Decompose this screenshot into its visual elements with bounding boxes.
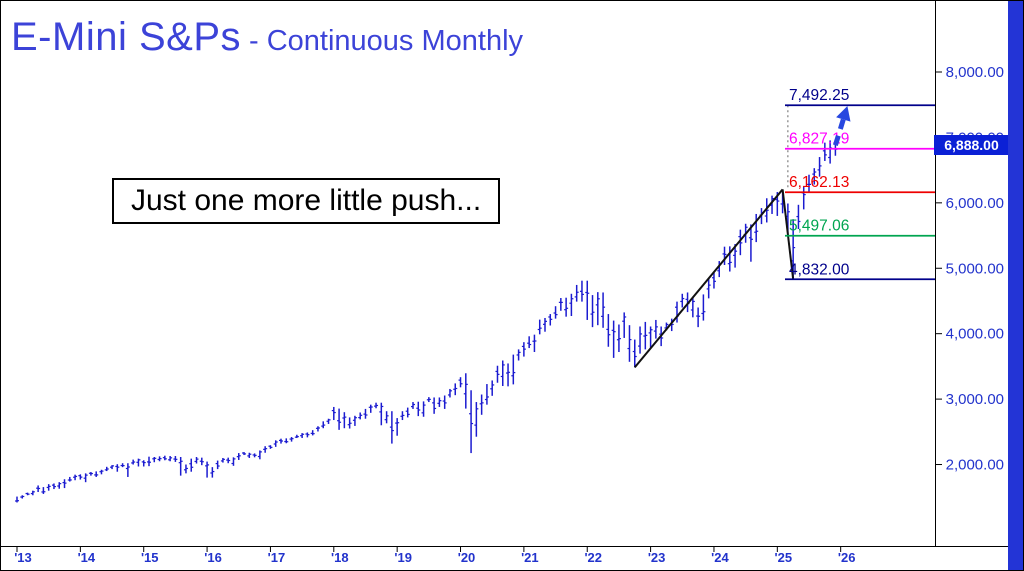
year-axis-label: '14 [78,550,96,565]
price-axis-label: 4,000.00 [946,326,1004,343]
year-axis-label: '21 [521,550,539,565]
level-label: 6,162.13 [789,174,849,191]
year-axis-label: '13 [14,550,32,565]
level-label: 4,832.00 [789,261,850,278]
level-label: 7,492.25 [789,87,849,104]
price-axis-label: 3,000.00 [946,391,1004,408]
axes [1,1,1009,547]
arrow-shaft [833,118,846,147]
trend-line [781,189,795,280]
year-axis-label: '18 [331,550,349,565]
instrument-name: E-Mini S&Ps [11,15,241,59]
time-scale: '13 '14 '15 '16 '17 '18 '19 '20 '21 '22 '23 '24 '25 '… [14,546,855,565]
level-label: 5,497.06 [789,218,849,235]
annotation-callout: Just one more little push... [112,178,501,224]
level-lines: 7,492.25 6,827.19 6,162.13 5,497.06 4,832.00 [785,87,935,281]
rally-arrow [833,106,851,147]
trend-lines [633,188,795,369]
year-axis-label: '15 [141,550,159,565]
year-axis-label: '16 [204,550,222,565]
price-scale-strip[interactable] [1008,1,1023,570]
year-axis-label: '25 [775,550,793,565]
year-axis-label: '17 [268,550,286,565]
chart-title: E-Mini S&Ps - Continuous Monthly [11,15,523,60]
price-axis-label: 8,000.00 [946,64,1004,81]
chart-timeframe: - Continuous Monthly [249,25,524,57]
price-axis-label: 6,000.00 [946,195,1004,212]
price-axis-label: 5,000.00 [946,260,1004,277]
year-axis-label: '22 [584,550,602,565]
year-axis-label: '26 [838,550,856,565]
year-axis-label: '24 [711,550,729,565]
trend-line [633,188,784,369]
current-price-tag: 6,888.00 [934,135,1009,155]
price-scale: 8,000.007,000.006,000.005,000.004,000.00… [935,64,1004,474]
price-axis-label: 2,000.00 [946,457,1004,474]
arrow-head-icon [836,106,851,122]
year-axis-label: '20 [458,550,476,565]
price-bars [15,140,838,503]
level-label: 6,827.19 [789,131,849,148]
year-axis-label: '19 [394,550,412,565]
year-axis-label: '23 [648,550,666,565]
